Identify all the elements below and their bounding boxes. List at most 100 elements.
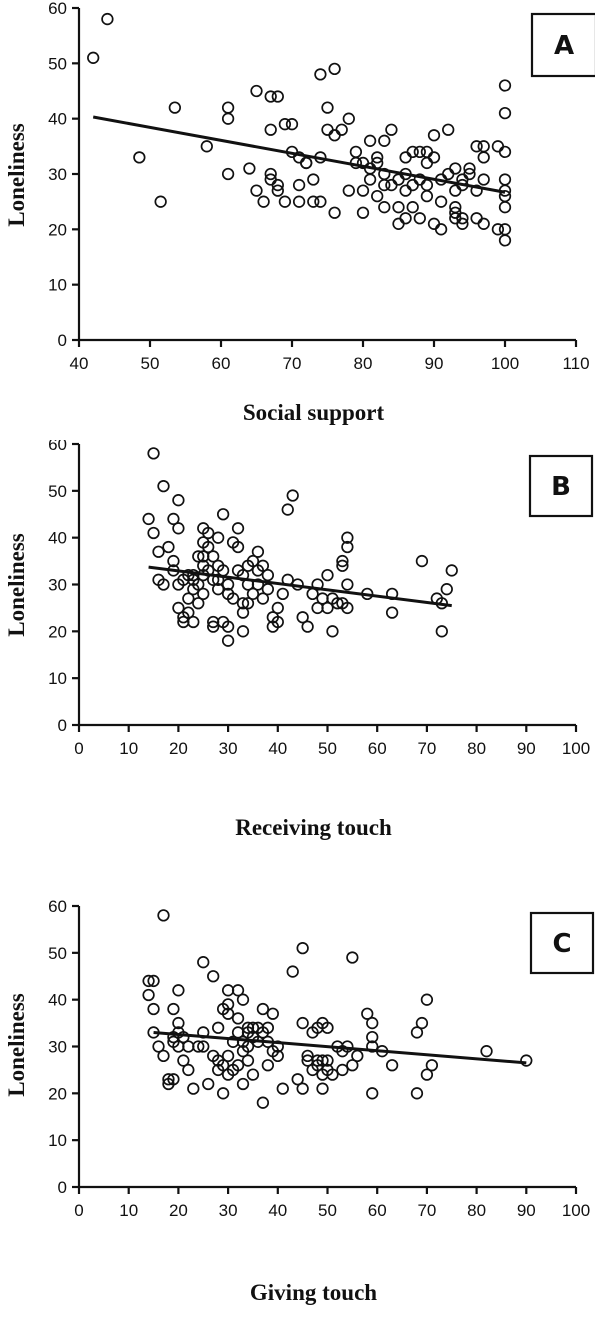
data-point xyxy=(463,167,476,181)
data-point xyxy=(157,909,170,922)
y-axis-title: Loneliness xyxy=(4,533,29,637)
data-point xyxy=(378,178,391,192)
data-point xyxy=(341,531,354,544)
data-point xyxy=(336,559,349,572)
data-point xyxy=(477,173,490,186)
data-point xyxy=(221,1049,235,1063)
data-point xyxy=(366,1016,379,1030)
data-point xyxy=(261,1021,275,1034)
data-point xyxy=(427,217,441,230)
data-point xyxy=(133,151,146,164)
data-point xyxy=(261,568,275,582)
data-point xyxy=(378,201,391,214)
data-point xyxy=(251,545,265,558)
data-point xyxy=(216,1059,230,1072)
data-point xyxy=(207,550,220,563)
data-point xyxy=(498,223,512,236)
data-point xyxy=(221,984,235,997)
data-point xyxy=(342,112,355,125)
y-tick-label: 50 xyxy=(48,944,67,963)
data-point xyxy=(445,564,458,577)
y-tick-label: 50 xyxy=(48,54,67,73)
y-tick-label: 0 xyxy=(58,1178,67,1197)
data-point xyxy=(371,151,384,164)
data-point xyxy=(246,554,260,568)
x-axis-title: Receiving touch xyxy=(235,815,392,840)
data-point xyxy=(212,583,225,596)
data-point xyxy=(399,212,412,225)
data-point xyxy=(427,151,441,164)
data-point xyxy=(296,1016,309,1030)
y-tick-label: 30 xyxy=(48,165,67,184)
x-tick-label: 110 xyxy=(562,354,589,373)
data-point xyxy=(406,201,419,214)
data-point xyxy=(231,984,245,997)
scatter-chart-c: 0 10 20 30 40 50 60 0 10 20 30 40 50 60 70 80 90 100 Givin… xyxy=(4,897,595,1305)
data-point xyxy=(463,162,476,175)
y-tick-label: 10 xyxy=(48,276,67,295)
data-point xyxy=(366,1030,379,1044)
data-point xyxy=(420,189,434,203)
x-tick-label: 70 xyxy=(283,354,302,373)
data-point xyxy=(477,217,490,230)
x-tick-label: 10 xyxy=(119,1201,138,1220)
data-point xyxy=(491,140,505,153)
data-point xyxy=(356,206,370,219)
x-tick-label: 70 xyxy=(417,739,436,758)
data-point xyxy=(197,587,210,601)
data-point xyxy=(326,625,339,638)
data-point xyxy=(101,12,114,26)
data-point xyxy=(399,151,412,164)
data-point xyxy=(498,79,512,92)
data-point xyxy=(278,195,292,208)
data-point xyxy=(266,1007,279,1020)
x-tick-label: 20 xyxy=(169,1201,188,1220)
x-tick-label: 40 xyxy=(268,739,287,758)
x-tick-label: 0 xyxy=(74,739,83,758)
x-tick-label: 50 xyxy=(318,1201,337,1220)
data-point xyxy=(172,601,185,615)
data-point xyxy=(326,1068,339,1081)
data-point xyxy=(147,526,160,540)
y-tick-label: 60 xyxy=(48,0,67,18)
data-point xyxy=(336,1063,349,1077)
data-point xyxy=(167,1002,180,1016)
data-point xyxy=(243,162,256,175)
data-point xyxy=(385,606,399,619)
data-point xyxy=(241,597,255,610)
scatter-chart-a: 0 10 20 30 40 50 60 40 50 60 70 80 90 100 110 Social su… xyxy=(4,0,595,425)
x-tick-label: 60 xyxy=(212,354,231,373)
y-tick-label: 20 xyxy=(48,220,67,239)
x-tick-label: 30 xyxy=(219,1201,238,1220)
data-point xyxy=(231,1012,245,1025)
data-point xyxy=(378,134,391,147)
data-point xyxy=(221,167,235,181)
data-point xyxy=(328,129,341,142)
x-tick-label: 60 xyxy=(368,1201,387,1220)
data-point xyxy=(264,90,277,103)
data-point xyxy=(385,178,398,192)
data-point xyxy=(231,522,245,535)
data-point xyxy=(351,1049,364,1063)
data-point xyxy=(307,173,320,186)
data-point xyxy=(271,184,284,197)
data-point xyxy=(498,201,512,214)
data-point xyxy=(142,974,155,988)
y-tick-label: 0 xyxy=(58,716,67,735)
panel-label-box xyxy=(529,911,595,975)
data-point xyxy=(167,512,180,526)
data-point xyxy=(226,592,240,605)
data-point xyxy=(314,68,327,81)
x-tick-label: 90 xyxy=(517,1201,536,1220)
data-point xyxy=(328,206,341,219)
data-point xyxy=(286,489,299,502)
data-point xyxy=(361,1007,374,1020)
y-tick-label: 20 xyxy=(48,1084,67,1103)
y-tick-label: 10 xyxy=(48,669,67,688)
data-point xyxy=(307,195,320,208)
data-point xyxy=(246,587,260,601)
y-tick-label: 40 xyxy=(48,529,67,548)
data-point xyxy=(276,587,289,601)
y-tick-label: 60 xyxy=(48,440,67,454)
data-point xyxy=(256,559,270,572)
